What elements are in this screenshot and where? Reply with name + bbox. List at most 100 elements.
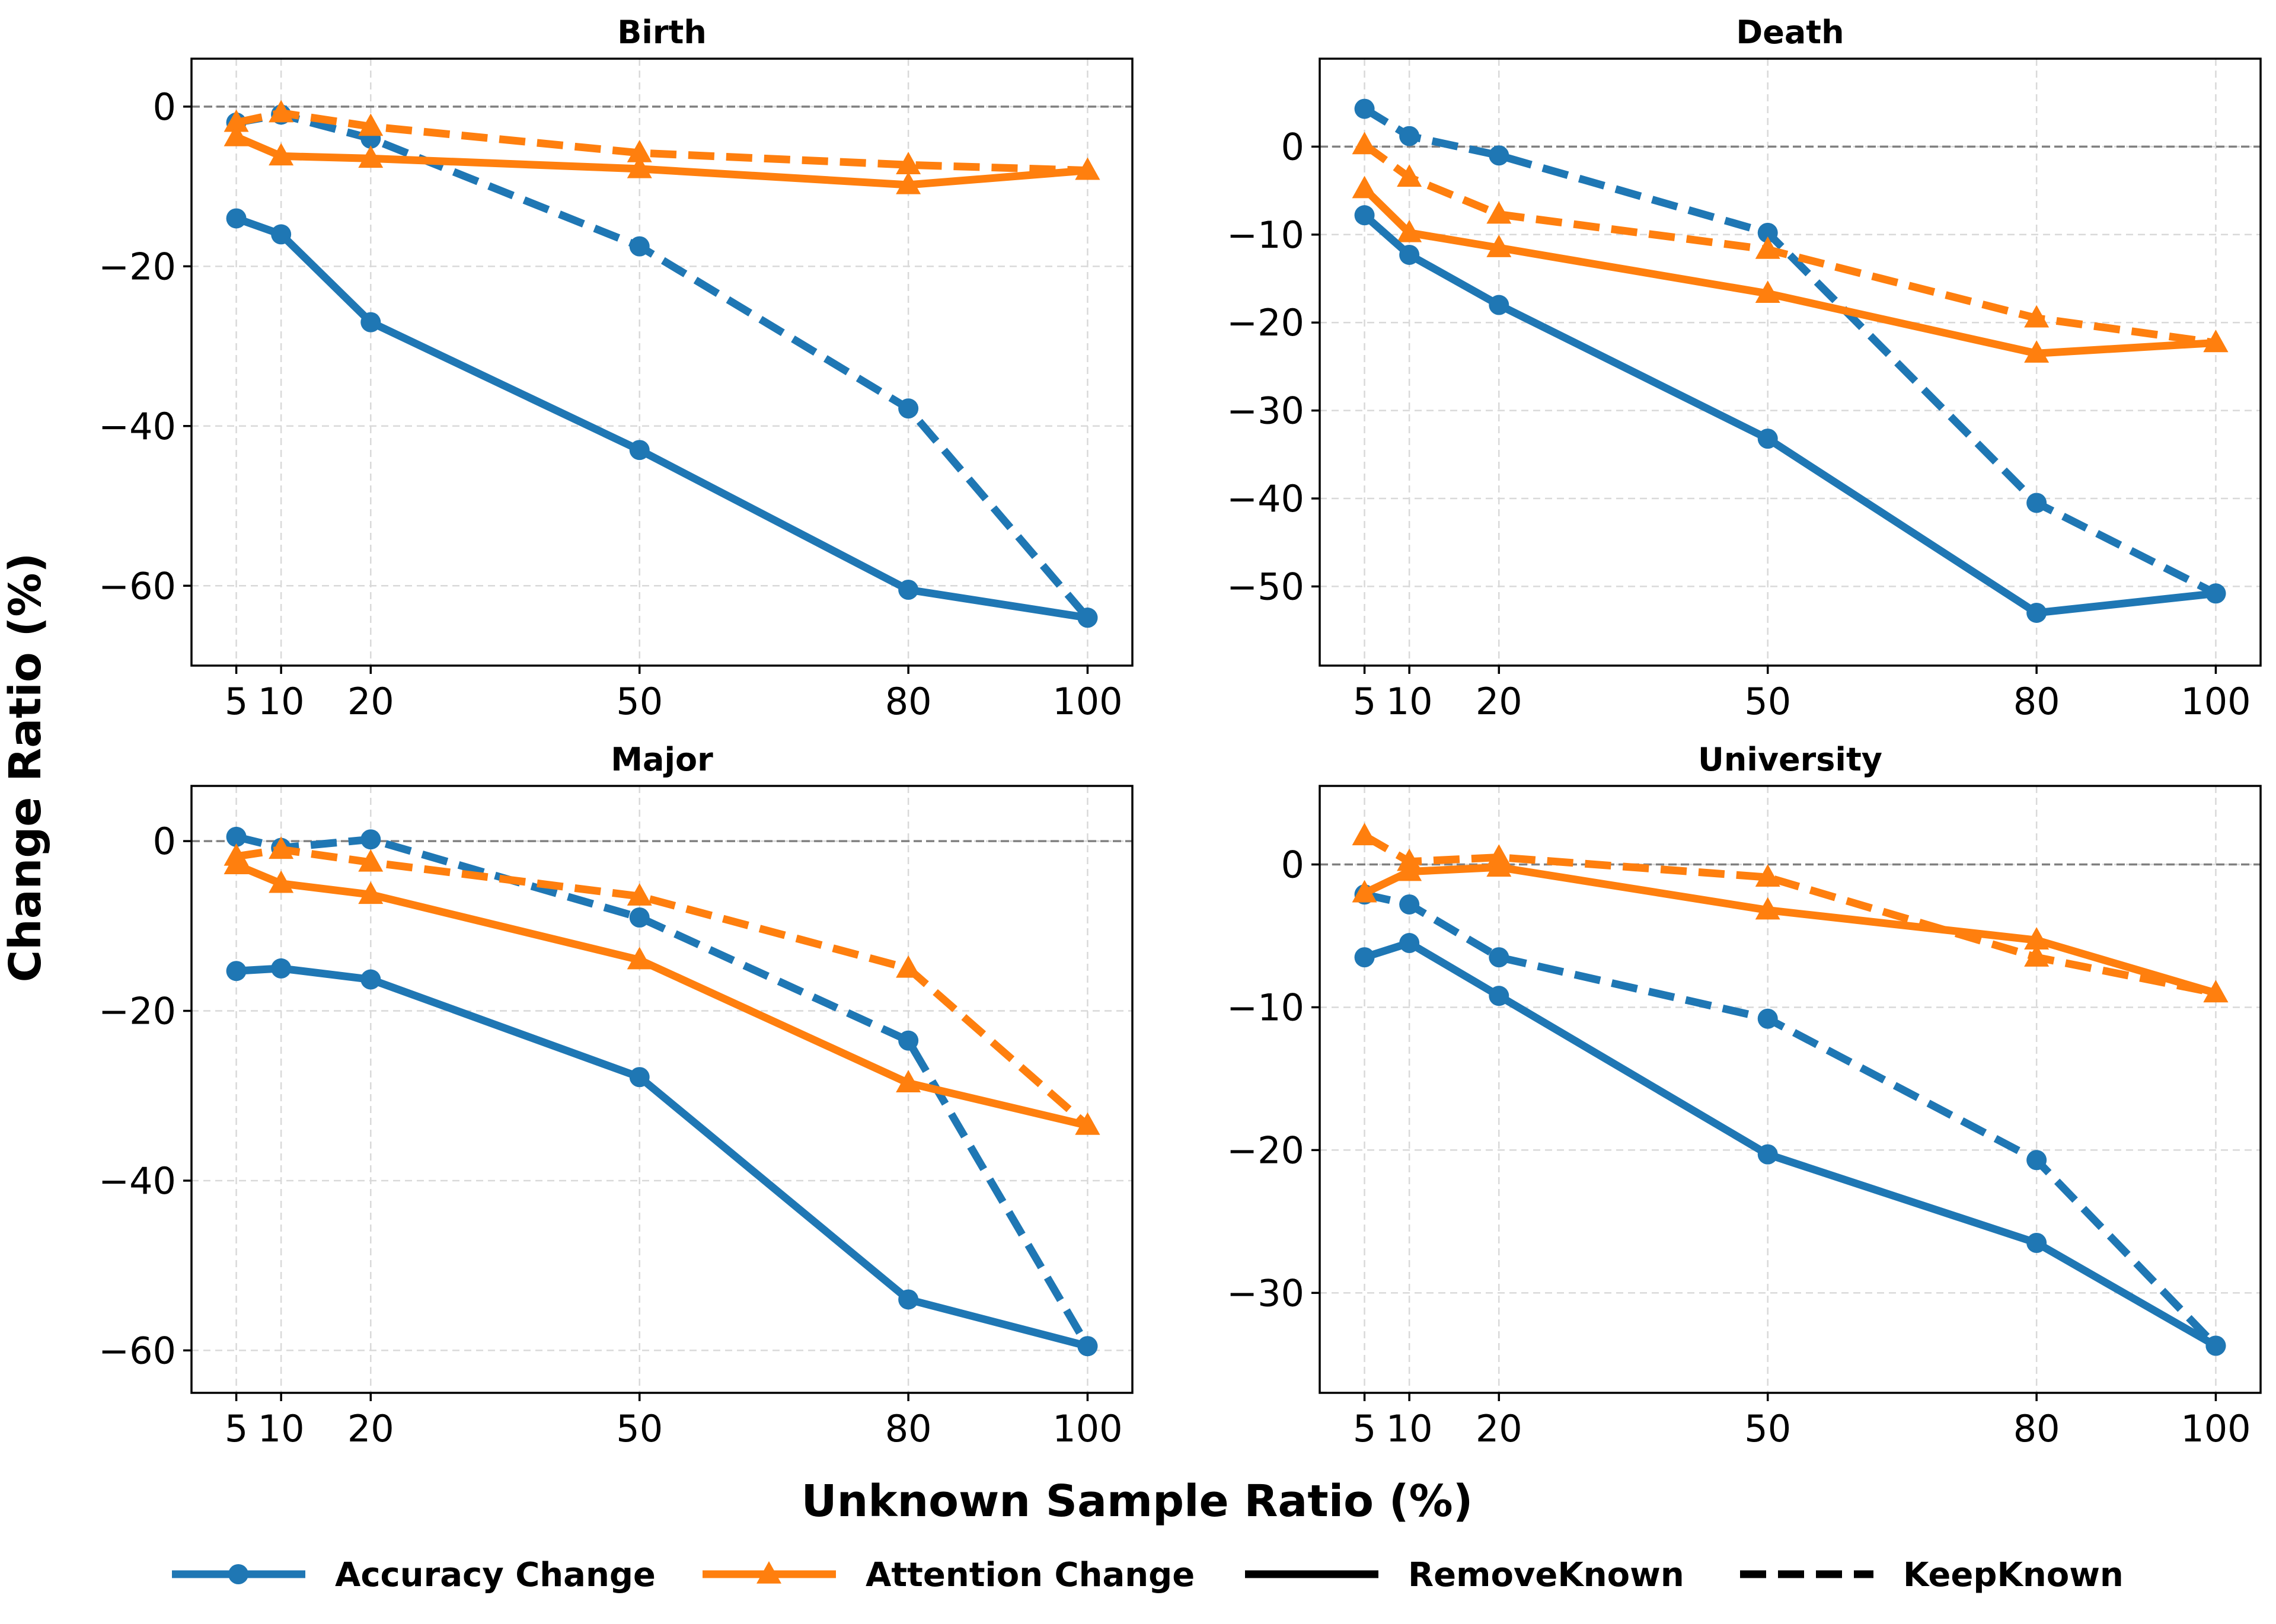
x-axis-label: Unknown Sample Ratio (%) [802, 1476, 1473, 1527]
x-tick-label: 100 [2181, 680, 2251, 723]
x-tick-label: 50 [616, 1407, 663, 1450]
data-point [2024, 944, 2050, 967]
data-point [1489, 295, 1509, 315]
data-point [2205, 583, 2226, 604]
data-point [2203, 980, 2229, 1003]
y-tick-label: −40 [98, 1159, 176, 1203]
data-point [627, 883, 652, 906]
data-point [896, 1070, 921, 1093]
data-point [1077, 608, 1098, 628]
plot-frame [190, 57, 1134, 667]
data-point [358, 881, 384, 904]
legend-label: RemoveKnown [1408, 1556, 1684, 1594]
legend: Accuracy Change Attention Change RemoveKno… [172, 1556, 2124, 1594]
data-point [1352, 132, 1377, 155]
data-point [2024, 305, 2050, 328]
x-tick-label: 20 [347, 1407, 394, 1450]
x-tick-label: 10 [1386, 1407, 1433, 1450]
legend-label: Attention Change [866, 1556, 1195, 1594]
data-point [2024, 927, 2050, 950]
x-tick-label: 80 [2013, 680, 2060, 723]
data-point [226, 208, 247, 229]
series-accuracy-change-removeknown [1354, 205, 2226, 623]
series-attention-change-keepknown [1352, 132, 2229, 353]
x-tick-label: 20 [1476, 680, 1522, 723]
series-attention-change-removeknown [1352, 175, 2229, 363]
data-point [1486, 235, 1512, 257]
data-point [2026, 1233, 2047, 1254]
x-tick-label: 50 [1744, 680, 1791, 723]
data-point [1077, 1336, 1098, 1357]
panel-major: 5 10 20 50 80 100 0 −20 −40 −60 Major [98, 741, 1134, 1450]
x-tick-label: 10 [1386, 680, 1433, 723]
series-line [1363, 939, 2218, 1350]
y-axis-label: Change Ratio (%) [0, 553, 51, 983]
x-tick-label: 5 [1353, 680, 1376, 723]
data-point [224, 109, 249, 132]
y-tick-label: −40 [98, 405, 176, 448]
data-point [1075, 1112, 1100, 1135]
data-point [269, 143, 294, 166]
data-point [627, 139, 652, 162]
data-point [1755, 864, 1780, 887]
data-point [1489, 947, 1509, 968]
data-point [1757, 222, 1778, 243]
x-tick-label: 100 [2181, 1407, 2251, 1450]
panel-title: Birth [617, 14, 707, 51]
data-point [2205, 1335, 2226, 1356]
data-point [1352, 175, 1377, 199]
data-point [1399, 894, 1420, 915]
data-point [358, 145, 384, 168]
data-point [898, 1030, 919, 1051]
data-point [629, 907, 650, 928]
legend-item-keepknown: KeepKnown [1740, 1556, 2124, 1594]
x-tick-label: 50 [616, 680, 663, 723]
data-point [1755, 236, 1780, 259]
x-tick-label: 10 [258, 680, 305, 723]
x-tick-label: 80 [885, 1407, 932, 1450]
data-point [1352, 823, 1377, 846]
data-point [898, 580, 919, 600]
data-point [2026, 493, 2047, 513]
series-line [235, 845, 1090, 1129]
data-point [629, 440, 650, 461]
data-point [896, 152, 921, 174]
panel-birth: 5 10 20 50 80 100 0 −20 −40 −60 Birth [98, 14, 1134, 723]
data-point [226, 826, 247, 847]
data-point [1486, 201, 1512, 224]
data-point [1352, 880, 1377, 903]
x-tick-label: 5 [225, 1407, 248, 1450]
series-line [235, 861, 1088, 1130]
data-point [1489, 145, 1509, 166]
legend-item-removeknown: RemoveKnown [1245, 1556, 1684, 1594]
series-line [1362, 212, 2217, 617]
plot-frame [1319, 57, 2262, 667]
y-tick-label: −60 [98, 1329, 176, 1372]
y-tick-label: −10 [1227, 213, 1304, 257]
series-line [235, 110, 1091, 621]
data-point [1354, 947, 1375, 968]
data-point [896, 955, 921, 978]
y-tick-label: 0 [153, 820, 176, 863]
data-point [1399, 244, 1420, 265]
data-point [629, 236, 650, 257]
data-point [1397, 219, 1422, 242]
data-point [1399, 126, 1420, 146]
y-tick-label: −60 [98, 564, 176, 608]
panel-title: Death [1736, 14, 1844, 51]
data-point [269, 100, 294, 123]
panel-university: 5 10 20 50 80 100 0 −10 −20 −30 University [1227, 741, 2262, 1450]
x-tick-label: 100 [1052, 680, 1122, 723]
data-point [1489, 986, 1509, 1006]
series-line [235, 133, 1088, 189]
data-point [2203, 330, 2229, 353]
y-tick-label: −10 [1227, 986, 1304, 1029]
data-point [898, 398, 919, 419]
series-attention-change-removeknown [1352, 854, 2229, 1003]
data-point [1755, 897, 1780, 920]
series-line [236, 964, 1089, 1350]
data-point [2026, 602, 2047, 623]
series-attention-change-keepknown [224, 836, 1100, 1135]
data-point [1755, 280, 1780, 303]
data-point [224, 852, 249, 874]
